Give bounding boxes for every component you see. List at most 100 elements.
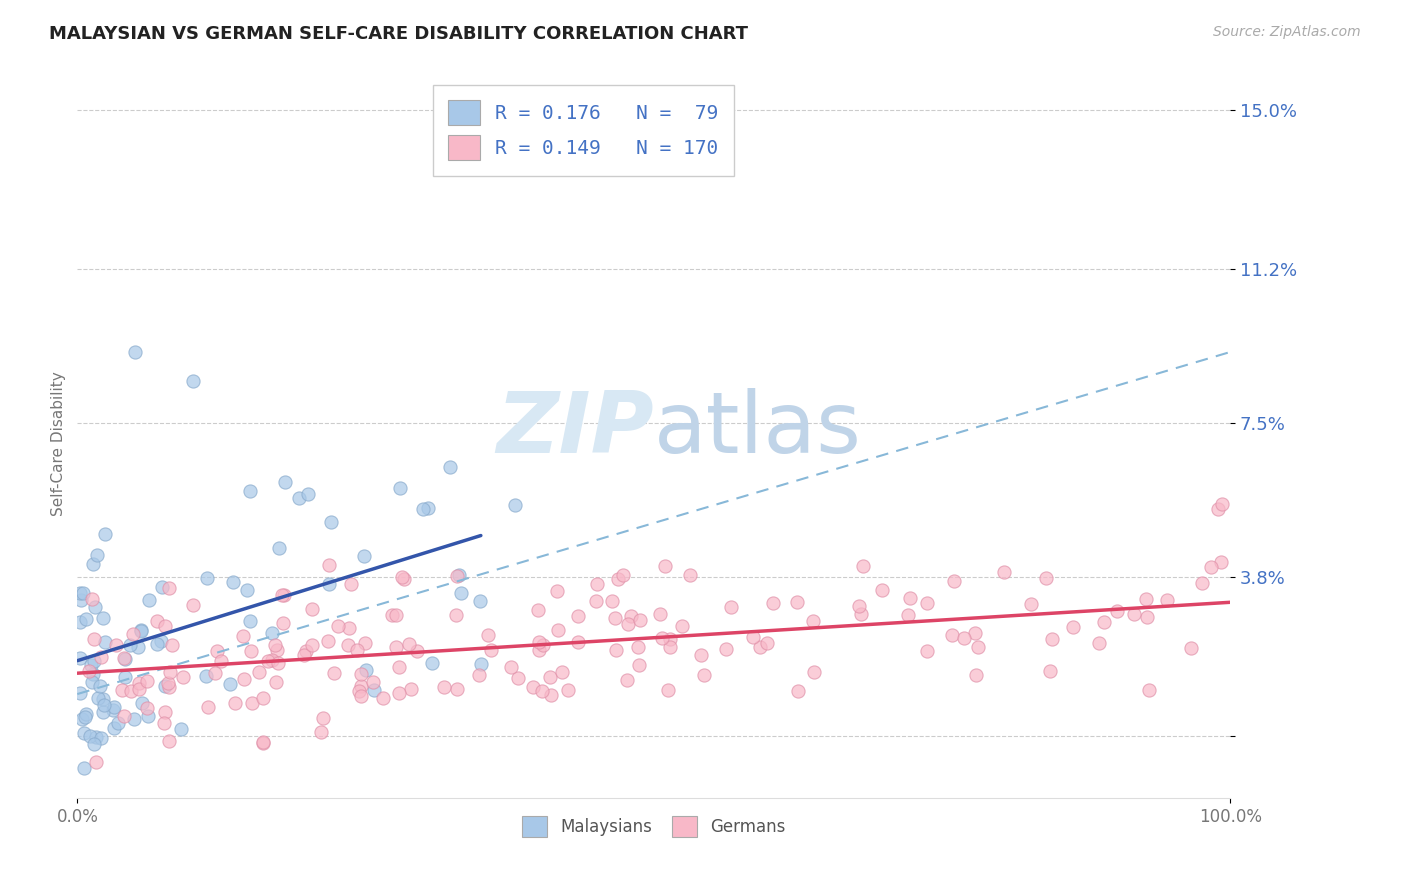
Point (388, 659, 411, 673)
Point (1135, 591, 1157, 606)
Point (350, 679, 373, 693)
Point (658, 632, 681, 646)
Point (91, 705, 114, 719)
Point (152, 716, 174, 731)
Point (340, 577, 363, 591)
Point (1040, 632, 1063, 647)
Point (107, 715, 129, 730)
Point (146, 614, 169, 628)
Point (1206, 501, 1229, 516)
Point (527, 643, 550, 657)
Point (755, 636, 778, 650)
Point (1105, 604, 1128, 618)
Point (157, 680, 180, 694)
Point (103, 700, 125, 714)
Point (295, 643, 318, 657)
Point (103, 721, 125, 735)
Point (172, 670, 194, 684)
Point (94, 635, 117, 649)
Point (654, 559, 676, 574)
Point (1137, 682, 1160, 697)
Point (224, 696, 246, 710)
Point (567, 609, 589, 624)
Point (616, 673, 638, 688)
Point (150, 580, 173, 594)
Point (114, 669, 136, 683)
Point (1088, 636, 1111, 650)
Point (91, 611, 114, 625)
Point (319, 515, 342, 529)
Point (194, 669, 217, 683)
Point (391, 570, 413, 584)
Point (273, 588, 295, 602)
Point (297, 487, 319, 501)
Y-axis label: Self-Care Disability: Self-Care Disability (51, 371, 66, 516)
Point (311, 724, 333, 739)
Point (388, 686, 411, 700)
Point (80, 675, 103, 690)
Point (274, 475, 297, 490)
Point (318, 558, 340, 572)
Point (786, 684, 808, 698)
Point (965, 668, 987, 682)
Point (540, 688, 562, 702)
Point (271, 616, 294, 631)
Point (447, 568, 470, 582)
Point (73, 710, 96, 724)
Point (917, 595, 939, 609)
Point (153, 705, 176, 719)
Point (73, 725, 96, 739)
Point (389, 481, 412, 495)
Point (506, 671, 529, 685)
Point (1123, 607, 1146, 621)
Point (468, 668, 491, 682)
Point (326, 619, 349, 633)
Point (385, 608, 408, 623)
Point (657, 683, 679, 698)
Point (240, 697, 263, 711)
Point (1211, 555, 1233, 569)
Point (761, 596, 783, 610)
Point (381, 607, 404, 622)
Point (1211, 497, 1233, 511)
Point (658, 640, 681, 654)
Point (350, 666, 373, 681)
Point (204, 666, 226, 681)
Point (149, 633, 172, 648)
Point (786, 595, 808, 609)
Point (446, 682, 468, 697)
Point (83, 632, 105, 646)
Point (586, 577, 609, 591)
Point (135, 701, 157, 715)
Point (943, 574, 966, 588)
Point (262, 652, 284, 666)
Point (1199, 560, 1222, 574)
Point (748, 640, 770, 654)
Point (627, 658, 650, 673)
Point (439, 459, 461, 474)
Point (79, 729, 101, 743)
Point (136, 709, 159, 723)
Point (915, 643, 938, 657)
Point (616, 616, 638, 631)
Point (1092, 615, 1115, 630)
Point (450, 586, 472, 600)
Point (941, 628, 963, 642)
Point (82, 557, 104, 571)
Point (620, 609, 643, 624)
Point (114, 652, 136, 666)
Point (122, 627, 145, 641)
Point (354, 663, 377, 677)
Point (953, 631, 976, 645)
Point (347, 684, 370, 698)
Point (433, 681, 456, 695)
Point (197, 700, 219, 714)
Point (157, 581, 180, 595)
Point (264, 675, 287, 690)
Point (538, 670, 561, 684)
Point (690, 648, 713, 662)
Point (605, 643, 627, 657)
Point (156, 675, 179, 690)
Point (627, 640, 650, 655)
Point (195, 571, 218, 585)
